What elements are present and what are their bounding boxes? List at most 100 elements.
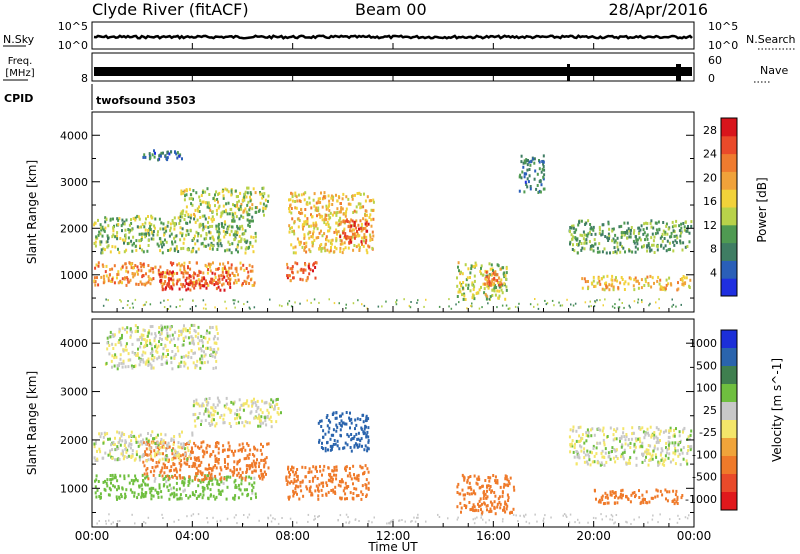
- velocity-cell: [229, 468, 232, 472]
- power-cell: [159, 279, 162, 282]
- power-cell: [238, 227, 241, 231]
- power-cell: [366, 307, 368, 310]
- velocity-cell: [677, 514, 679, 517]
- velocity-colorbar-tick: -1000: [685, 493, 717, 506]
- power-cell: [470, 267, 473, 271]
- power-cell: [673, 243, 676, 247]
- velocity-cell: [173, 491, 176, 495]
- velocity-cell: [106, 484, 109, 488]
- velocity-cell: [128, 435, 130, 439]
- velocity-cell: [100, 432, 103, 436]
- power-cell: [351, 197, 354, 201]
- velocity-cell: [133, 494, 136, 498]
- velocity-cell: [195, 474, 198, 477]
- velocity-cell: [292, 466, 295, 470]
- velocity-cell: [175, 488, 178, 492]
- power-cell: [646, 233, 649, 237]
- power-cell: [652, 243, 655, 247]
- velocity-cell: [191, 431, 194, 435]
- velocity-cell: [649, 425, 652, 429]
- power-cell: [291, 265, 294, 269]
- velocity-cell: [118, 328, 121, 332]
- velocity-cell: [179, 464, 182, 468]
- power-cell: [217, 206, 220, 210]
- velocity-cell: [317, 515, 319, 518]
- power-cell: [102, 281, 105, 285]
- velocity-cell: [115, 447, 118, 451]
- velocity-cell: [120, 452, 123, 456]
- power-cell: [236, 203, 239, 207]
- velocity-cell: [211, 422, 214, 426]
- power-cell: [483, 287, 486, 291]
- power-cell: [344, 214, 347, 218]
- velocity-cell: [569, 513, 572, 516]
- velocity-colorbar-swatch: [721, 420, 737, 439]
- power-cell: [210, 217, 213, 221]
- power-cell: [217, 235, 220, 239]
- velocity-cell: [269, 403, 272, 407]
- velocity-cell: [292, 494, 295, 498]
- power-cell: [306, 299, 308, 302]
- power-cell: [349, 202, 352, 206]
- power-cell: [189, 267, 192, 271]
- power-cell: [191, 281, 194, 285]
- power-cell: [466, 276, 469, 280]
- velocity-cell: [349, 474, 352, 478]
- velocity-cell: [212, 337, 215, 341]
- power-cell: [207, 243, 210, 247]
- velocity-cell: [164, 458, 167, 462]
- power-cell: [361, 242, 363, 246]
- power-cell: [353, 209, 356, 213]
- velocity-cell: [129, 329, 132, 333]
- velocity-cell: [226, 455, 229, 458]
- velocity-cell: [177, 349, 180, 353]
- velocity-cell: [479, 486, 482, 490]
- velocity-cell: [239, 474, 242, 477]
- power-cell: [132, 235, 135, 239]
- power-cell: [238, 234, 241, 238]
- velocity-cell: [580, 445, 583, 449]
- power-cell: [200, 242, 203, 246]
- velocity-cell: [649, 444, 652, 448]
- power-cell: [335, 247, 338, 251]
- velocity-cell: [264, 419, 267, 423]
- power-cell: [302, 268, 305, 272]
- velocity-cell: [204, 477, 207, 481]
- power-cell: [491, 272, 494, 276]
- velocity-cell: [101, 456, 104, 460]
- power-cell: [229, 278, 231, 282]
- power-cell: [187, 213, 190, 217]
- power-cell: [145, 217, 147, 221]
- power-cell: [329, 216, 332, 220]
- power-cell: [298, 211, 300, 214]
- velocity-cell: [493, 491, 496, 494]
- velocity-cell: [260, 458, 263, 462]
- velocity-cell: [562, 514, 564, 517]
- power-cell: [198, 225, 201, 229]
- power-cell: [243, 209, 246, 213]
- power-cell: [242, 263, 245, 267]
- power-cell: [253, 283, 256, 287]
- velocity-cell: [110, 455, 113, 459]
- velocity-cell: [144, 522, 147, 525]
- power-cell: [163, 275, 166, 279]
- velocity-cell: [119, 474, 122, 478]
- velocity-cell: [302, 494, 305, 498]
- velocity-cell: [494, 479, 497, 483]
- power-cell: [345, 219, 348, 223]
- power-cell: [592, 244, 595, 248]
- power-cell: [659, 236, 662, 240]
- velocity-cell: [237, 471, 240, 475]
- power-cell: [485, 275, 488, 279]
- power-cell: [505, 285, 508, 289]
- velocity-cell: [288, 497, 290, 501]
- velocity-cell: [575, 439, 578, 443]
- velocity-cell: [332, 469, 335, 473]
- power-colorbar-swatch: [721, 171, 737, 190]
- velocity-cell: [147, 516, 150, 519]
- velocity-cell: [145, 447, 148, 451]
- velocity-cell: [248, 482, 251, 486]
- velocity-cell: [124, 495, 127, 499]
- power-cell: [259, 201, 262, 205]
- velocity-cell: [131, 366, 134, 370]
